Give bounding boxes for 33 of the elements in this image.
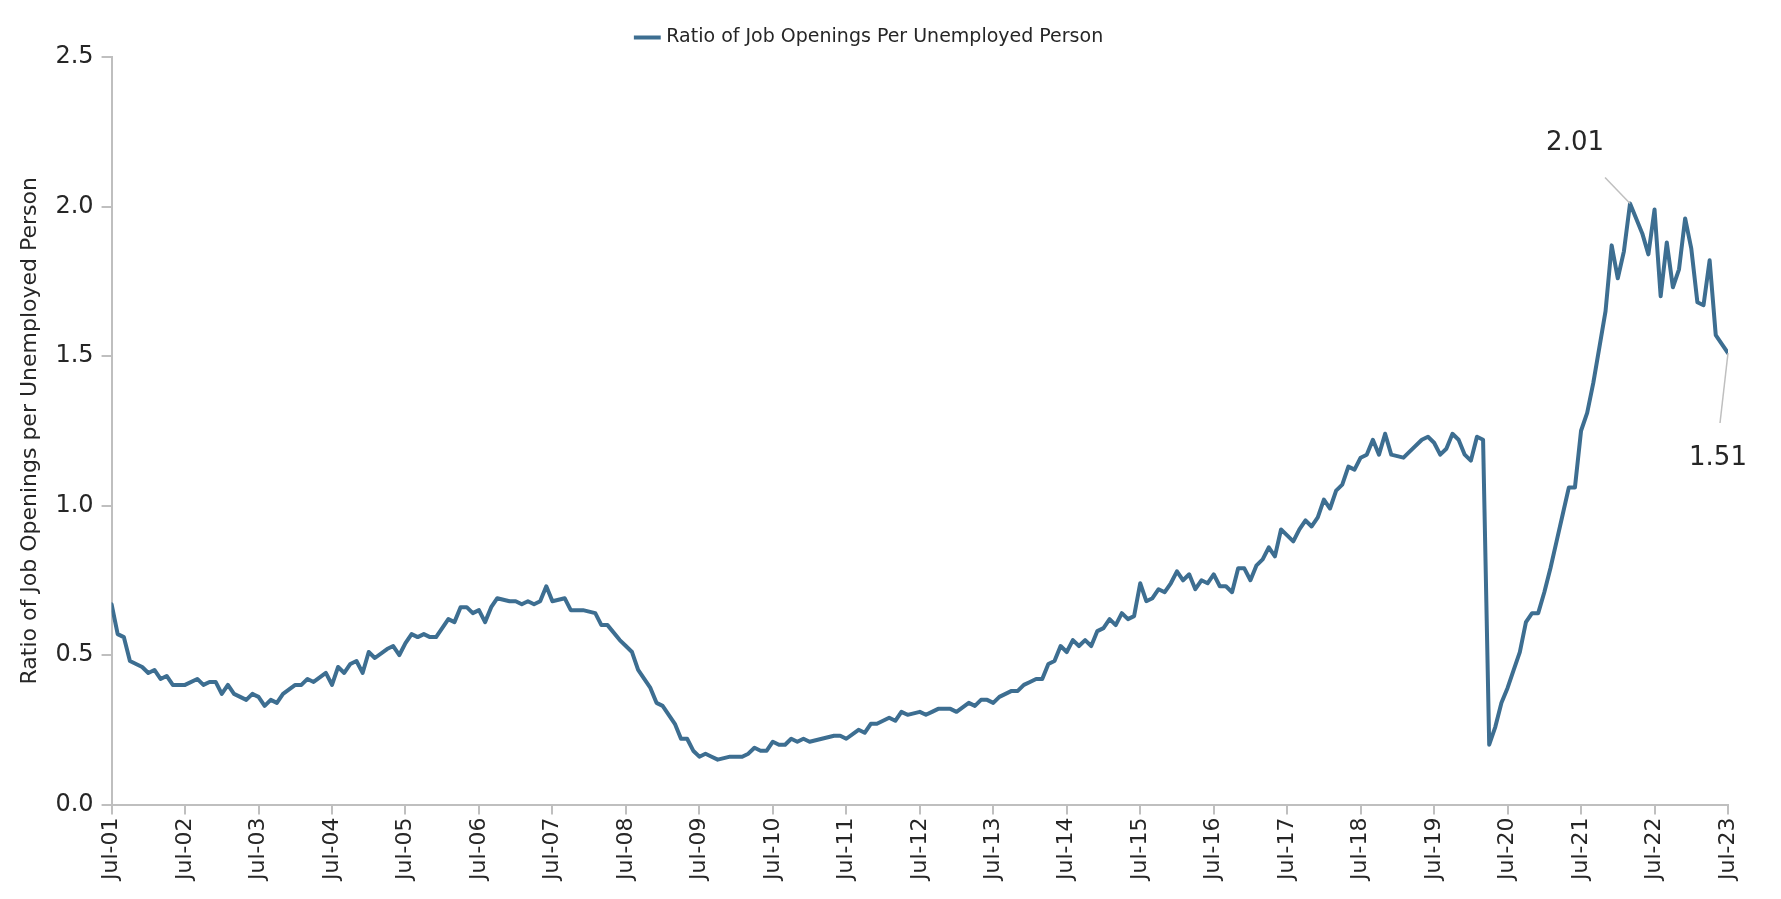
y-axis-title: Ratio of Job Openings per Unemployed Person	[15, 177, 41, 685]
x-tick-label: Jul-22	[1640, 817, 1666, 883]
x-tick-label: Jul-01	[97, 817, 123, 883]
x-tick-label: Jul-21	[1566, 817, 1592, 883]
x-tick-label: Jul-16	[1199, 817, 1225, 883]
x-tick-label: Jul-17	[1272, 817, 1298, 883]
x-tick-label: Jul-20	[1493, 817, 1519, 883]
x-tick-label: Jul-04	[317, 817, 343, 883]
x-tick-label: Jul-03	[244, 817, 270, 883]
x-tick-label: Jul-11	[832, 817, 858, 883]
x-tick-label: Jul-14	[1052, 817, 1078, 883]
y-tick-label: 1.5	[55, 340, 94, 369]
annotation: 1.51	[1689, 440, 1747, 471]
x-tick-label: Jul-09	[685, 817, 711, 883]
y-tick-label: 2.5	[55, 41, 94, 70]
x-tick-label: Jul-10	[758, 817, 784, 883]
x-tick-label: Jul-08	[611, 817, 637, 883]
annotation: 2.01	[1546, 126, 1604, 157]
x-tick-label: Jul-18	[1346, 817, 1372, 883]
y-tick-label: 2.0	[55, 190, 94, 219]
x-tick-label: Jul-15	[1125, 817, 1151, 883]
y-tick-label: 0.5	[55, 639, 94, 668]
x-tick-label: Jul-02	[170, 817, 196, 883]
x-tick-label: Jul-06	[464, 817, 490, 883]
y-tick-label: 1.0	[55, 489, 94, 518]
x-tick-label: Jul-23	[1713, 817, 1739, 883]
x-tick-label: Jul-13	[978, 817, 1004, 883]
y-tick-label: 0.0	[55, 788, 94, 817]
x-tick-label: Jul-19	[1419, 817, 1445, 883]
legend-label: Ratio of Job Openings Per Unemployed Person	[666, 24, 1104, 47]
x-tick-label: Jul-05	[391, 817, 417, 883]
x-tick-label: Jul-12	[905, 817, 931, 883]
x-tick-label: Jul-07	[538, 817, 564, 883]
